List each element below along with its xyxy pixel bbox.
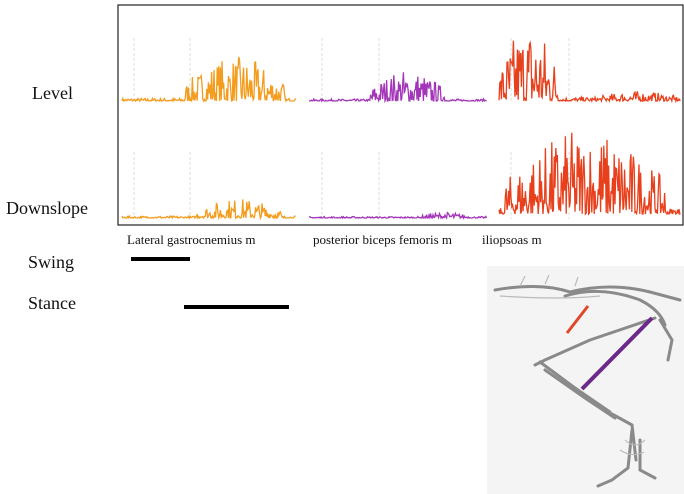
emg-trace [121, 56, 297, 103]
muscle-line [565, 305, 590, 334]
phase-label: Stance [28, 293, 76, 313]
emg-trace [498, 40, 681, 104]
hindlimb-illustration [487, 266, 684, 494]
emg-traces [121, 40, 681, 221]
panel-frame [117, 4, 684, 226]
emg-trace [498, 132, 681, 216]
row-label: Level [32, 83, 73, 103]
trace-grid [133, 38, 570, 219]
emg-trace [121, 199, 296, 221]
muscle-label: iliopsoas m [482, 232, 542, 247]
phase-label: Swing [28, 252, 74, 272]
row-label: Downslope [6, 198, 88, 218]
emg-trace [308, 211, 488, 220]
emg-trace [308, 72, 487, 104]
muscle-label: Lateral gastrocnemius m [127, 232, 256, 247]
muscle-line [580, 316, 654, 391]
muscle-label: posterior biceps femoris m [313, 232, 452, 247]
